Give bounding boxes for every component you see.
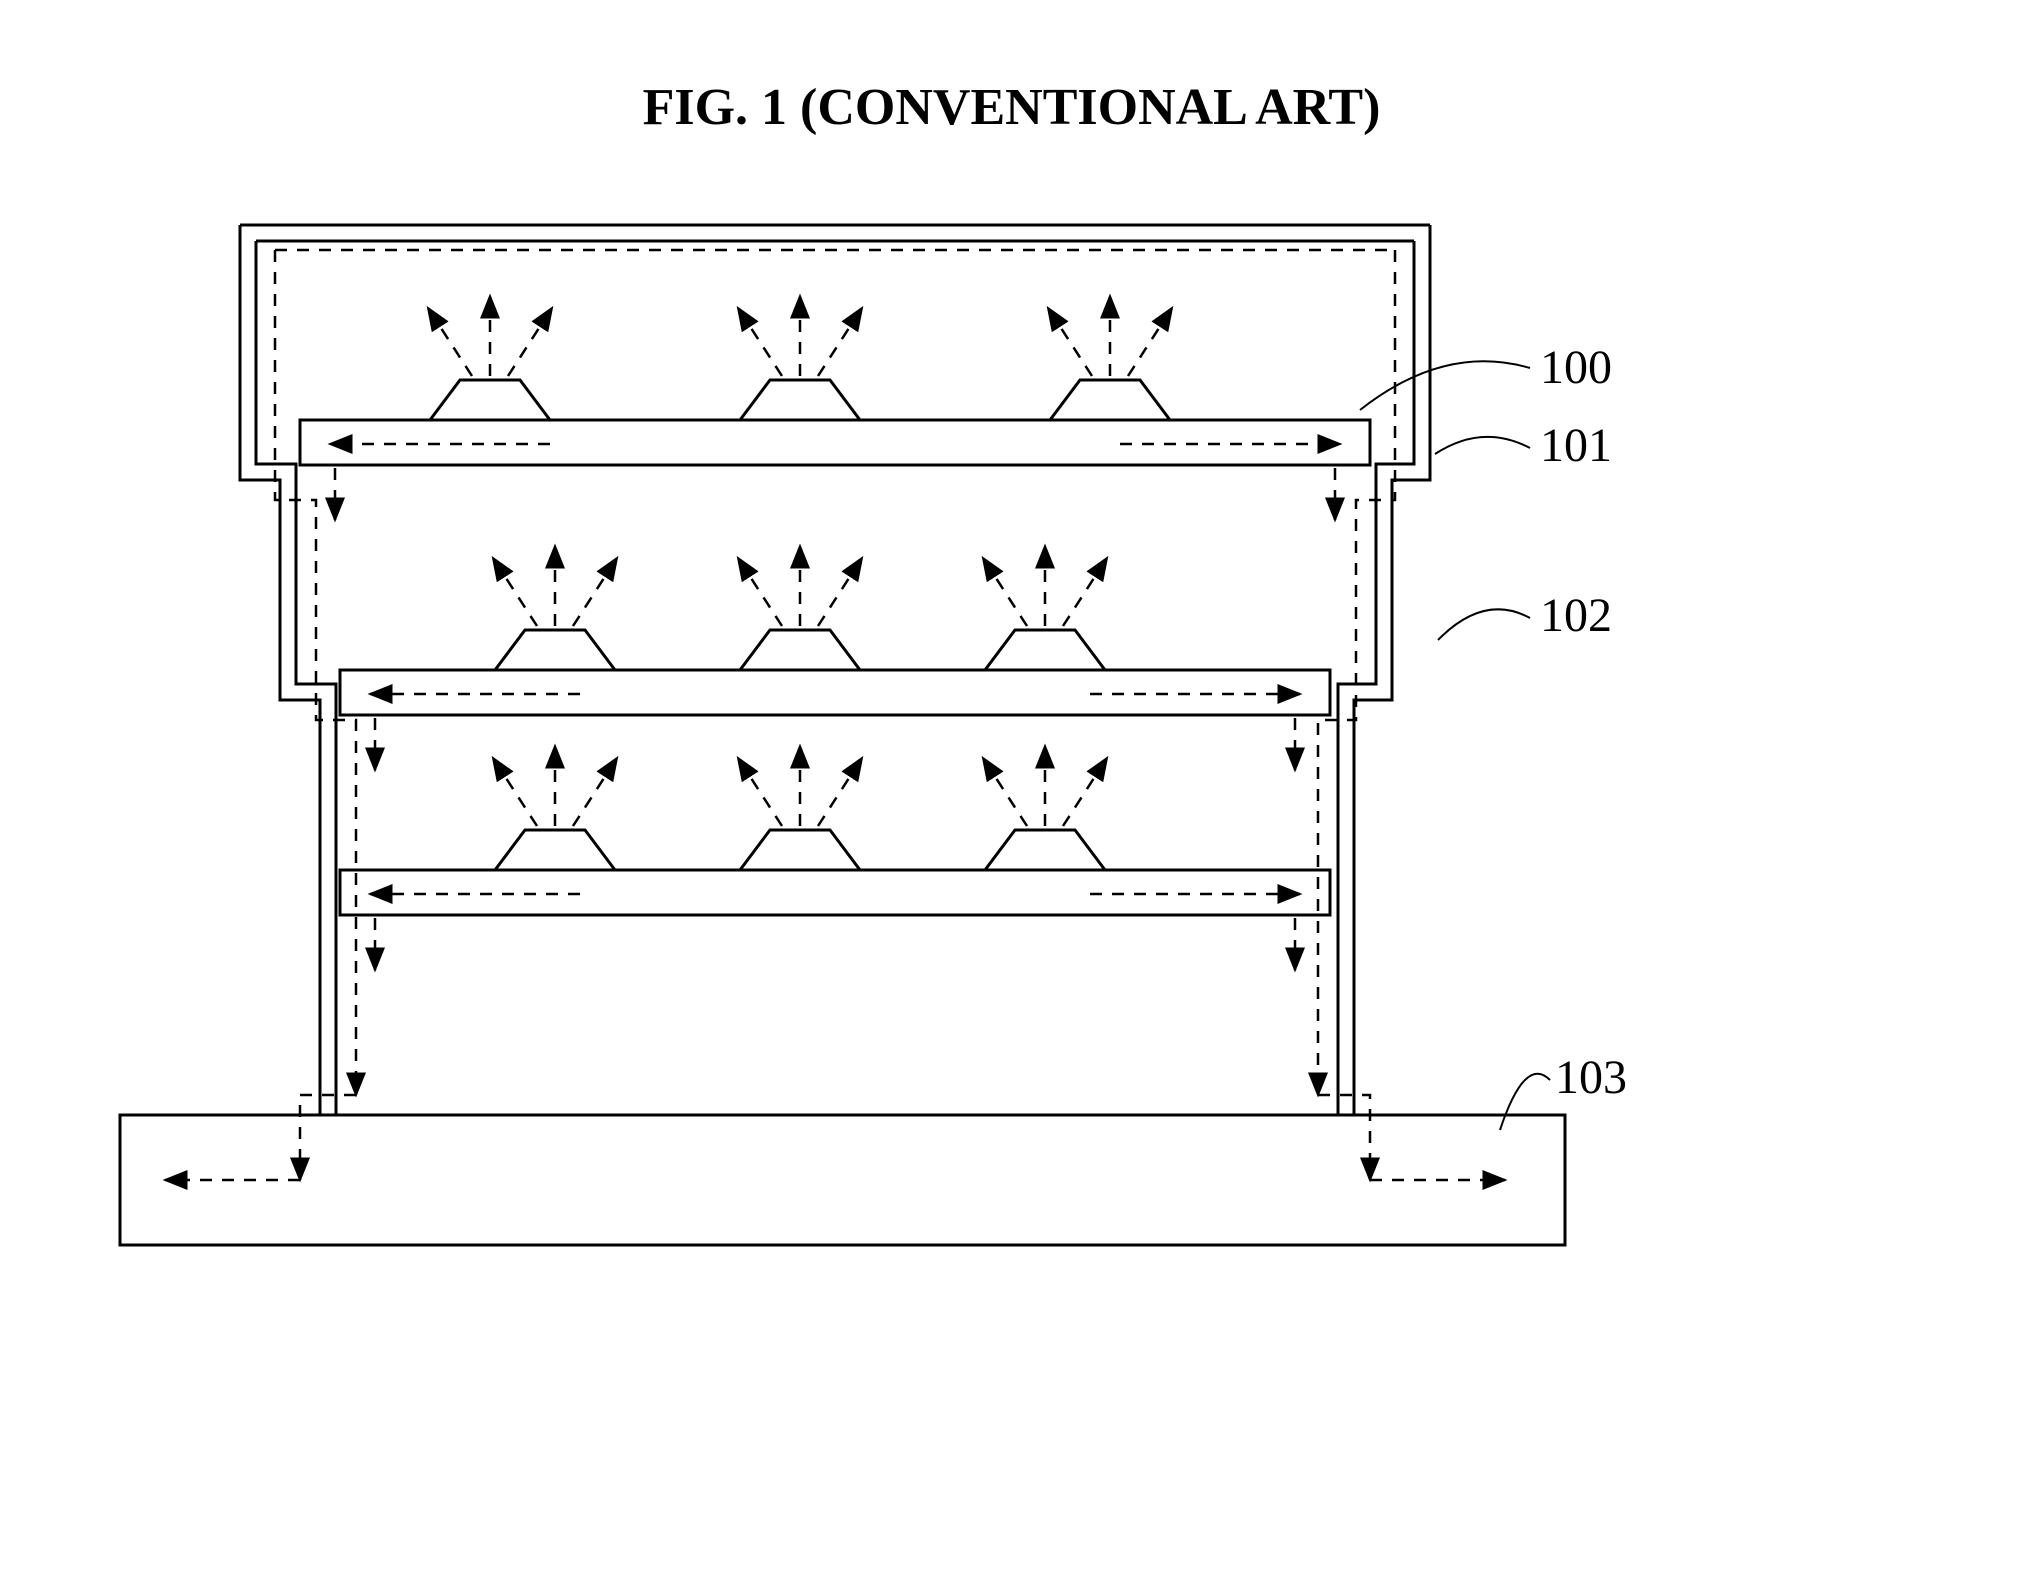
ref-label-100: 100 <box>1540 340 1612 395</box>
diagram-svg <box>0 0 2023 1593</box>
ref-label-103: 103 <box>1555 1050 1627 1105</box>
ref-label-102: 102 <box>1540 588 1612 643</box>
ref-label-101: 101 <box>1540 418 1612 473</box>
